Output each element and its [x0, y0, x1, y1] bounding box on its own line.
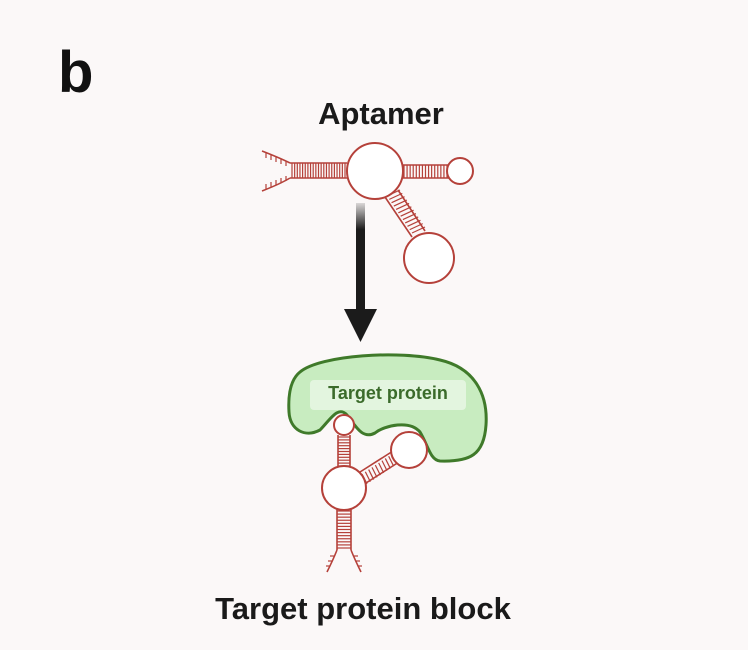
base-pair-tick	[395, 202, 410, 210]
bound-frayed-ends	[326, 549, 362, 573]
base-pair-tick	[361, 473, 368, 485]
base-pair-tick	[398, 206, 412, 214]
base-pair-tick	[411, 226, 426, 234]
base-pair-tick	[404, 216, 419, 224]
base-pair-tick	[393, 199, 408, 207]
aptamer-diagonal-stem	[384, 189, 426, 238]
aptamer-frayed-ends	[261, 150, 291, 192]
base-pair-tick	[368, 469, 375, 480]
aptamer-small-loop	[446, 157, 474, 185]
base-pair-tick	[400, 209, 414, 217]
target-protein	[287, 353, 488, 463]
aptamer-large-loop	[403, 232, 455, 284]
base-pair-tick	[374, 464, 381, 476]
aptamer-left-stem	[290, 162, 347, 179]
base-pair-tick	[364, 471, 371, 483]
aptamer-central-loop	[346, 142, 404, 200]
bound-central-loop	[321, 465, 367, 511]
base-pair-tick	[391, 196, 405, 204]
base-pair-tick	[402, 213, 417, 221]
base-pair-tick	[409, 223, 423, 231]
aptamer-bound	[321, 414, 428, 573]
bound-right-loop	[390, 431, 428, 469]
caption: Target protein block	[215, 591, 511, 626]
base-pair-tick	[407, 219, 421, 227]
base-pair-tick	[389, 192, 403, 200]
down-arrow-icon	[344, 203, 377, 342]
target-protein-label: Target protein	[328, 383, 448, 403]
base-pair-tick	[388, 455, 395, 467]
bound-lower-stem	[336, 509, 352, 550]
base-pair-tick	[386, 189, 401, 197]
base-pair-tick	[381, 460, 388, 471]
aptamer-free	[261, 142, 474, 284]
aptamer-title: Aptamer	[318, 96, 444, 131]
protein-label-bg	[310, 380, 466, 410]
panel-letter: b	[58, 40, 94, 105]
bound-upper-stem	[337, 435, 351, 468]
aptamer-right-stem	[402, 164, 449, 179]
base-pair-tick	[371, 467, 378, 478]
base-pair-tick	[384, 458, 391, 469]
bound-top-loop	[333, 414, 355, 436]
base-pair-tick	[378, 462, 385, 474]
